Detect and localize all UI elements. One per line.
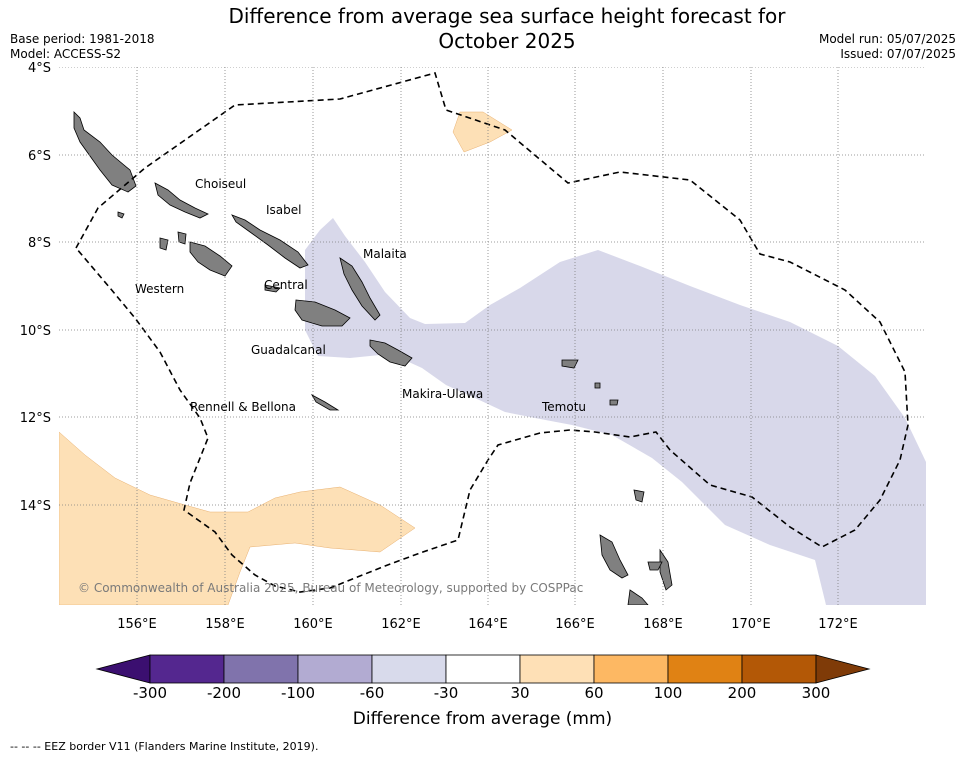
- lat-tick-label: 12°S: [20, 411, 51, 426]
- positive-anomaly-region-north: [452, 111, 513, 153]
- lon-tick-label: 170°E: [731, 617, 771, 632]
- colorbar-tick-label: -60: [359, 684, 385, 702]
- lon-tick-label: 172°E: [818, 617, 858, 632]
- colorbar-cell: [371, 654, 447, 684]
- model-name: Model: ACCESS-S2: [10, 47, 122, 61]
- copyright-notice: © Commonwealth of Australia 2025, Bureau…: [78, 581, 584, 595]
- colorbar-cell: [741, 654, 817, 684]
- colorbar-tick-label: -30: [433, 684, 459, 702]
- colorbar-tick-label: 100: [653, 684, 683, 702]
- colorbar-cell: [445, 654, 521, 684]
- issued-date: Issued: 07/07/2025: [840, 47, 956, 61]
- province-label-temotu: Temotu: [542, 400, 587, 414]
- chart-title: Difference from average sea surface heig…: [0, 4, 965, 54]
- lat-tick-label: 6°S: [28, 149, 51, 164]
- colorbar-extend-min: [95, 654, 151, 684]
- colorbar-tick-label: -100: [280, 684, 316, 702]
- lon-tick-label: 158°E: [205, 617, 245, 632]
- colorbar-cell: [593, 654, 669, 684]
- colorbar-tick-label: -300: [132, 684, 168, 702]
- province-label-choiseul: Choiseul: [195, 177, 247, 191]
- title-line-2: October 2025: [438, 29, 576, 53]
- positive-anomaly-region-southwest: [59, 431, 416, 605]
- colorbar-cell: [519, 654, 595, 684]
- lat-tick-label: 10°S: [20, 324, 51, 339]
- colorbar-tick-label: 200: [727, 684, 757, 702]
- province-label-western: Western: [135, 282, 185, 296]
- colorbar-tick-label: -200: [206, 684, 242, 702]
- lon-tick-label: 160°E: [293, 617, 333, 632]
- title-line-1: Difference from average sea surface heig…: [228, 4, 786, 28]
- lon-tick-label: 156°E: [117, 617, 157, 632]
- province-label-malaita: Malaita: [363, 247, 407, 261]
- colorbar-tick-label: 300: [801, 684, 831, 702]
- lon-tick-label: 168°E: [643, 617, 683, 632]
- negative-anomaly-region: [305, 218, 926, 605]
- graticule: [59, 67, 926, 605]
- colorbar-cell: [667, 654, 743, 684]
- lat-tick-label: 14°S: [20, 499, 51, 514]
- colorbar-cell: [297, 654, 373, 684]
- province-label-central: Central: [264, 278, 308, 292]
- colorbar-tick-label: 30: [510, 684, 530, 702]
- lon-tick-label: 166°E: [555, 617, 595, 632]
- colorbar-cell: [223, 654, 299, 684]
- province-label-makira-ulawa: Makira-Ulawa: [402, 387, 484, 401]
- colorbar-extend-max: [815, 654, 871, 684]
- province-label-guadalcanal: Guadalcanal: [251, 343, 326, 357]
- lon-tick-label: 164°E: [468, 617, 508, 632]
- province-label-rennell-bellona: Rennell & Bellona: [190, 400, 297, 414]
- lat-tick-label: 8°S: [28, 236, 51, 251]
- lon-tick-label: 162°E: [381, 617, 421, 632]
- colorbar: [95, 654, 871, 684]
- base-period: Base period: 1981-2018: [10, 32, 155, 46]
- lat-tick-label: 4°S: [28, 61, 51, 76]
- eez-legend-footnote: -- -- -- EEZ border V11 (Flanders Marine…: [10, 740, 319, 753]
- eez-border: [75, 72, 909, 593]
- province-label-isabel: Isabel: [266, 203, 302, 217]
- model-run: Model run: 05/07/2025: [818, 32, 956, 46]
- colorbar-cell: [149, 654, 225, 684]
- colorbar-label: Difference from average (mm): [352, 709, 613, 729]
- colorbar-tick-label: 60: [584, 684, 604, 702]
